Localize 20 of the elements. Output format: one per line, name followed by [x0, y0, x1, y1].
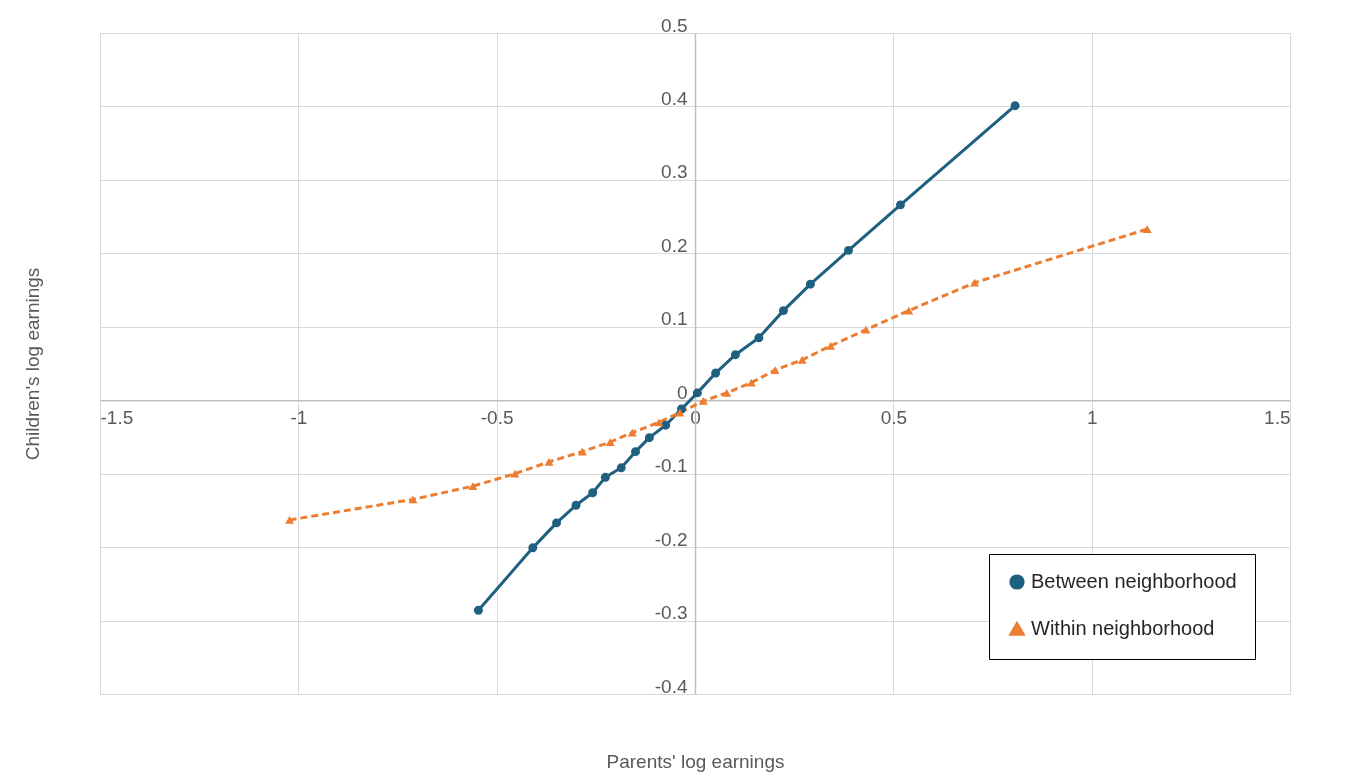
y-tick-label: 0: [676, 381, 688, 403]
y-tick-label: -0.1: [654, 455, 688, 477]
y-tick-label: 0.2: [661, 234, 688, 256]
y-tick-label: 0.4: [661, 87, 688, 109]
x-tick-label: 1.5: [1264, 406, 1291, 428]
x-tick-label: -0.5: [480, 406, 514, 428]
x-tick-label: 0.5: [880, 406, 908, 428]
y-tick-label: -0.2: [654, 528, 688, 550]
x-tick-label: -1: [290, 406, 308, 428]
y-axis-title: Children's log earnings: [21, 267, 43, 461]
y-tick-label: 0.3: [661, 161, 688, 183]
y-tick-label: 0.5: [661, 14, 688, 36]
x-tick-label: -1.5: [100, 406, 134, 428]
y-tick-label: -0.4: [654, 675, 688, 697]
legend-label: Between neighborhood: [1031, 570, 1237, 592]
x-tick-label: 1: [1086, 406, 1098, 428]
x-axis-title: Parents' log earnings: [606, 750, 785, 772]
y-tick-label: 0.1: [661, 308, 688, 330]
legend-label: Within neighborhood: [1031, 617, 1215, 639]
y-tick-label: -0.3: [654, 602, 688, 624]
